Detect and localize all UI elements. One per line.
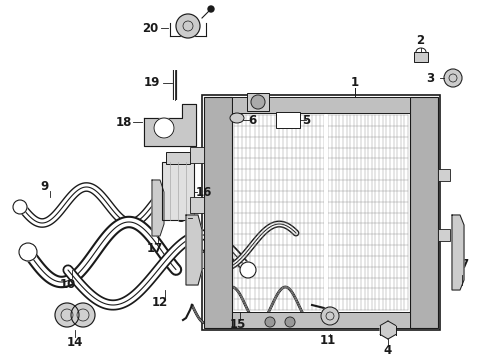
Bar <box>438 169 450 181</box>
Circle shape <box>55 303 79 327</box>
Ellipse shape <box>230 113 244 123</box>
Text: 15: 15 <box>230 319 246 332</box>
Text: 10: 10 <box>60 279 76 292</box>
Text: 18: 18 <box>116 116 132 129</box>
Text: 14: 14 <box>67 336 83 348</box>
Bar <box>166 152 190 164</box>
Circle shape <box>208 6 214 12</box>
Text: 1: 1 <box>351 76 359 89</box>
Polygon shape <box>152 180 164 236</box>
Bar <box>190 147 204 163</box>
Bar <box>414 52 428 62</box>
Text: 19: 19 <box>144 77 160 90</box>
Text: 4: 4 <box>384 343 392 356</box>
Text: 8: 8 <box>176 211 184 225</box>
Text: 13: 13 <box>188 231 204 244</box>
Bar <box>202 95 440 330</box>
Text: 11: 11 <box>320 333 336 346</box>
Circle shape <box>285 317 295 327</box>
Circle shape <box>154 118 174 138</box>
Circle shape <box>251 95 265 109</box>
Text: 16: 16 <box>196 185 212 198</box>
Text: 5: 5 <box>302 113 310 126</box>
Circle shape <box>240 262 256 278</box>
Bar <box>204 97 232 328</box>
Polygon shape <box>380 321 396 339</box>
Circle shape <box>13 200 27 214</box>
Text: 2: 2 <box>416 33 424 46</box>
Bar <box>190 252 204 268</box>
Bar <box>232 97 410 113</box>
Text: 7: 7 <box>460 258 468 271</box>
Circle shape <box>265 317 275 327</box>
Circle shape <box>321 307 339 325</box>
Bar <box>438 229 450 241</box>
Text: 20: 20 <box>142 22 158 35</box>
Polygon shape <box>186 215 202 285</box>
Polygon shape <box>452 215 464 290</box>
Bar <box>247 93 269 111</box>
Circle shape <box>444 69 462 87</box>
Bar <box>162 162 194 220</box>
Bar <box>410 97 438 328</box>
Text: 12: 12 <box>152 297 168 310</box>
Bar <box>190 197 204 213</box>
Bar <box>276 112 300 128</box>
Bar <box>324 115 328 310</box>
Circle shape <box>19 243 37 261</box>
Circle shape <box>71 303 95 327</box>
Circle shape <box>176 14 200 38</box>
Text: 3: 3 <box>426 72 434 85</box>
Text: 17: 17 <box>147 242 163 255</box>
Polygon shape <box>144 104 196 146</box>
Text: 9: 9 <box>40 180 48 193</box>
Text: 6: 6 <box>248 113 256 126</box>
Bar <box>232 312 410 328</box>
